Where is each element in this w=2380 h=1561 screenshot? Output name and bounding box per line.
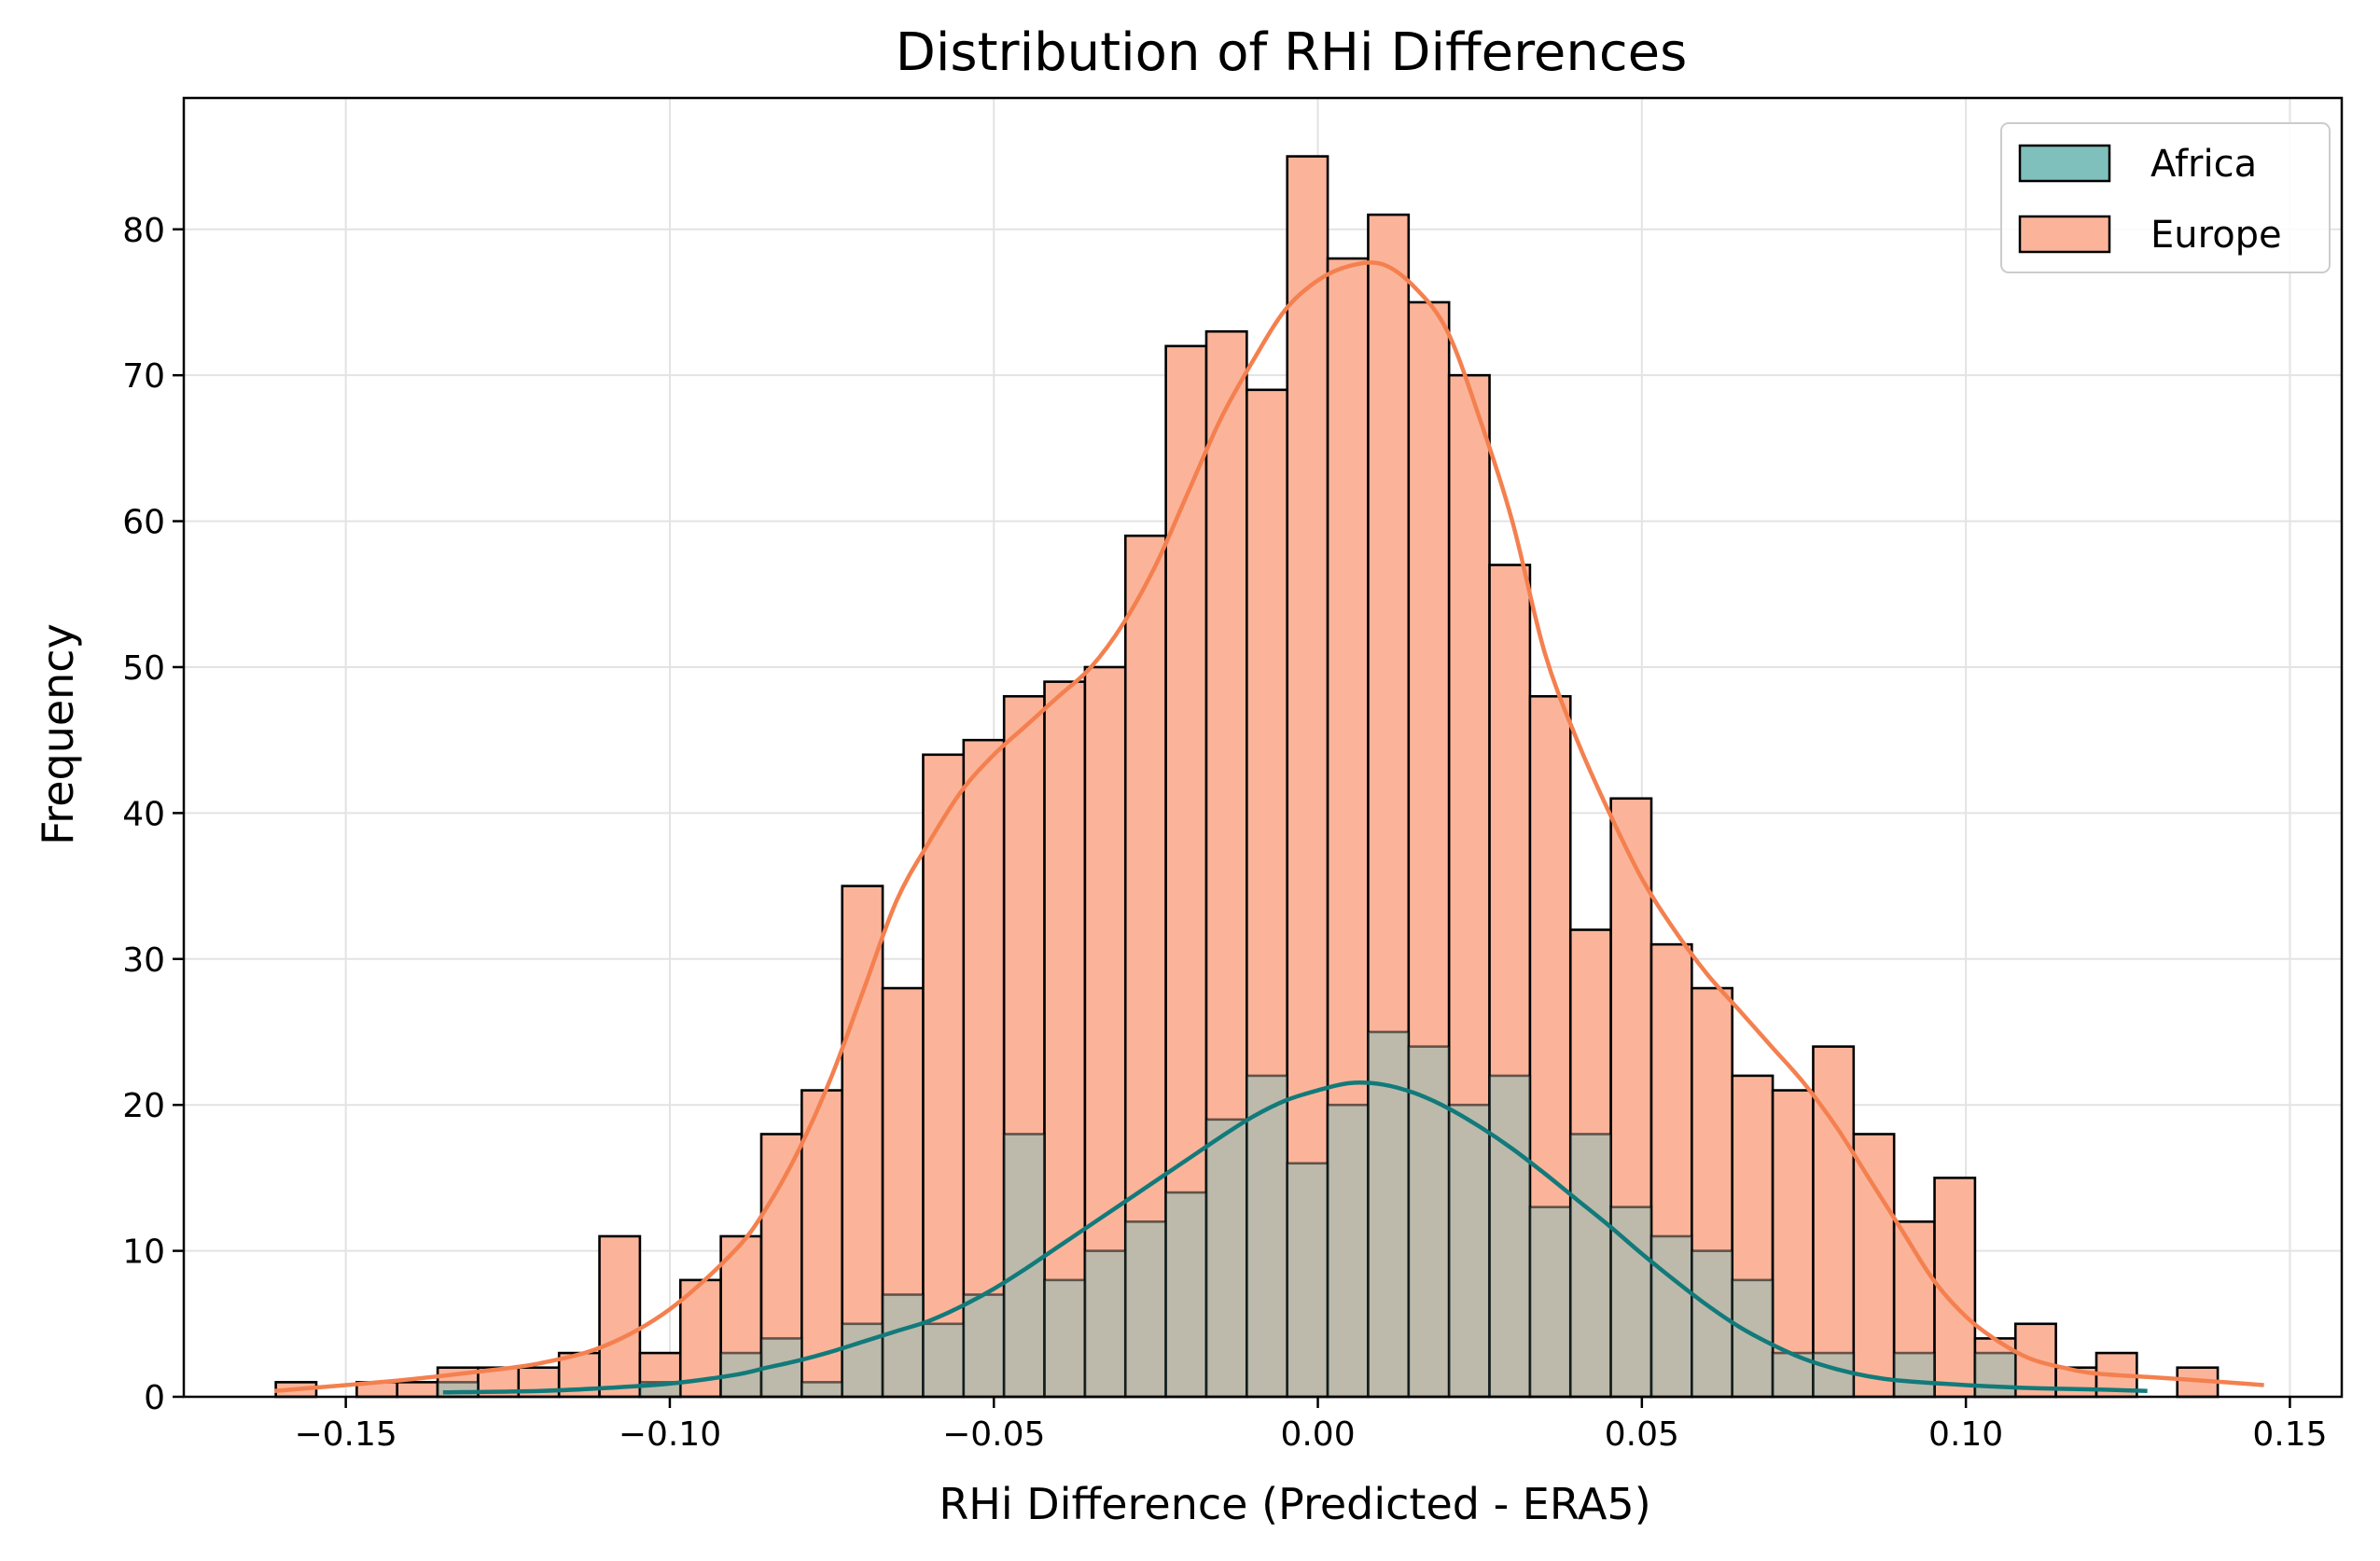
y-tick-label: 30 [122, 941, 165, 980]
y-tick-label: 50 [122, 649, 165, 688]
africa-bar [1447, 1103, 1491, 1399]
africa-bar [1812, 1351, 1856, 1399]
europe-bar [841, 885, 884, 1399]
africa-bar [1204, 1118, 1248, 1399]
africa-bar [800, 1381, 844, 1399]
y-tick-label: 0 [144, 1379, 165, 1417]
africa-bar [1892, 1351, 1936, 1399]
europe-kde-line [274, 260, 2264, 1393]
africa-bar [1528, 1206, 1572, 1399]
x-tick-label: 0.00 [1280, 1415, 1355, 1454]
africa-bar [962, 1293, 1006, 1399]
kde-lines [274, 260, 2264, 1395]
africa-bar [922, 1322, 966, 1399]
europe-bar [598, 1234, 642, 1399]
africa-bar [881, 1293, 925, 1399]
europe-bar [1771, 1089, 1815, 1399]
x-tick-label: −0.05 [942, 1415, 1045, 1454]
europe-legend-label: Europe [2150, 214, 2282, 257]
europe-legend-swatch [2018, 215, 2111, 254]
africa-bar [1367, 1030, 1411, 1399]
africa-bar [1731, 1278, 1775, 1399]
europe-bar [922, 753, 966, 1399]
africa-bar [1002, 1133, 1046, 1399]
y-tick-label: 10 [122, 1233, 165, 1272]
africa-bar [436, 1381, 480, 1399]
africa-bar [1609, 1206, 1653, 1399]
africa-bar [1123, 1220, 1167, 1399]
y-tick-label: 40 [122, 795, 165, 833]
africa-bar [1568, 1133, 1612, 1399]
europe-bar [396, 1381, 439, 1399]
y-axis-label: Frequency [33, 623, 83, 845]
africa-bar [1246, 1074, 1289, 1399]
africa-legend-label: Africa [2150, 143, 2257, 186]
africa-bar [1488, 1074, 1532, 1399]
y-tick-label: 80 [122, 212, 165, 250]
africa-bar [1649, 1234, 1693, 1399]
y-tick-label: 70 [122, 357, 165, 396]
africa-bar [1973, 1351, 2017, 1399]
africa-kde-line [442, 1080, 2148, 1395]
europe-bar [1933, 1177, 1977, 1399]
africa-bar [1043, 1278, 1087, 1399]
africa-bar [1164, 1191, 1208, 1399]
africa-bars [436, 1030, 2017, 1399]
chart-title: Distribution of RHi Differences [896, 22, 1688, 83]
africa-bar [1326, 1103, 1370, 1399]
x-tick-label: −0.10 [619, 1415, 721, 1454]
plot-frame [182, 96, 2344, 1399]
y-axis-ticks: 0 10 20 30 40 50 60 70 80 [122, 212, 184, 1417]
x-tick-label: 0.05 [1605, 1415, 1679, 1454]
y-tick-label: 20 [122, 1087, 165, 1125]
x-tick-label: 0.10 [1928, 1415, 2003, 1454]
africa-bar [1286, 1162, 1329, 1399]
y-tick-label: 60 [122, 504, 165, 542]
europe-bar [1852, 1133, 1896, 1399]
africa-bar [1691, 1249, 1734, 1399]
europe-bar [1043, 680, 1087, 1399]
africa-legend-swatch [2018, 144, 2111, 183]
x-tick-label: 0.15 [2252, 1415, 2327, 1454]
x-tick-label: −0.15 [294, 1415, 397, 1454]
legend: Africa Europe [2000, 122, 2331, 273]
x-axis-label: RHi Difference (Predicted - ERA5) [939, 1479, 1650, 1529]
x-axis-ticks: −0.15 −0.10 −0.05 0.00 0.05 0.10 0.15 [294, 1397, 2328, 1454]
europe-bar [1812, 1045, 1856, 1399]
africa-bar [1083, 1249, 1127, 1399]
africa-bar [841, 1322, 884, 1399]
